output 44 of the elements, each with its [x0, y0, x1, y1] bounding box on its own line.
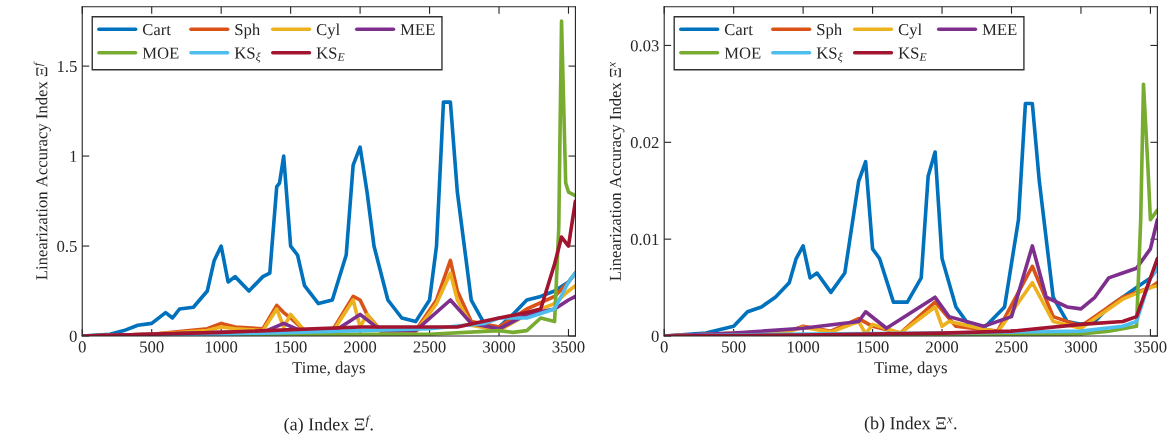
x-tick-label: 2000 — [926, 341, 959, 353]
x-tick-label: 3000 — [483, 341, 516, 353]
y-tick-label: 0.01 — [630, 233, 659, 246]
legend-label: KS$_{E}$ — [316, 47, 345, 61]
y-tick-label: 1 — [70, 150, 77, 162]
x-tick-label: 500 — [140, 341, 164, 353]
legend-label: KS$_{ξ}$ — [816, 47, 843, 63]
legend-label: Cyl — [898, 23, 922, 39]
x-tick-label: 3500 — [552, 341, 585, 353]
legend-label: KS$_{E}$ — [898, 47, 927, 61]
x-tick-label: 1000 — [787, 341, 820, 353]
x-tick-label: 0 — [78, 341, 86, 353]
y-axis-title: Linearization Accuracy Index Ξ$^{f}$ — [33, 61, 51, 280]
text: (a) Index Ξ$^{f}$. — [284, 415, 373, 435]
legend-label: MEE — [982, 24, 1017, 36]
y-tick-label: 0.5 — [57, 240, 77, 253]
legend-label: Cart — [724, 24, 753, 36]
x-tick-label: 2000 — [344, 341, 377, 353]
legend-label: KS$_{ξ}$ — [234, 47, 261, 63]
legend-label: MOE — [724, 47, 761, 59]
legend-label: Cyl — [316, 23, 340, 39]
x-tick-label: 0 — [660, 341, 668, 353]
y-tick-label: 0.02 — [630, 137, 659, 149]
y-tick-label: 0 — [69, 330, 77, 342]
legend-label: MOE — [142, 47, 179, 59]
y-tick-label: 1.5 — [58, 60, 77, 73]
y-axis-title: Linearization Accuracy Index Ξ$^{x}$ — [609, 62, 625, 281]
x-tick-label: 1000 — [205, 341, 238, 353]
y-tick-label: 0 — [651, 330, 659, 342]
legend-label: Sph — [235, 23, 260, 39]
x-tick-label: 1500 — [275, 341, 307, 353]
x-tick-label: 2500 — [413, 341, 446, 353]
x-tick-label: 1500 — [857, 341, 889, 353]
legend-label: MEE — [400, 24, 435, 36]
text: (b) Index Ξ$^{x}$. — [864, 416, 957, 433]
legend-label: Sph — [817, 23, 842, 39]
x-tick-label: 3000 — [1065, 341, 1097, 353]
x-tick-label: 3500 — [1134, 341, 1167, 353]
x-tick-label: 500 — [722, 341, 746, 353]
x-axis-title: Time, days — [292, 361, 365, 377]
y-tick-label: 0.03 — [630, 40, 659, 52]
x-axis-title: Time, days — [874, 361, 947, 377]
legend-label: Cart — [142, 24, 171, 36]
x-tick-label: 2500 — [995, 341, 1028, 353]
